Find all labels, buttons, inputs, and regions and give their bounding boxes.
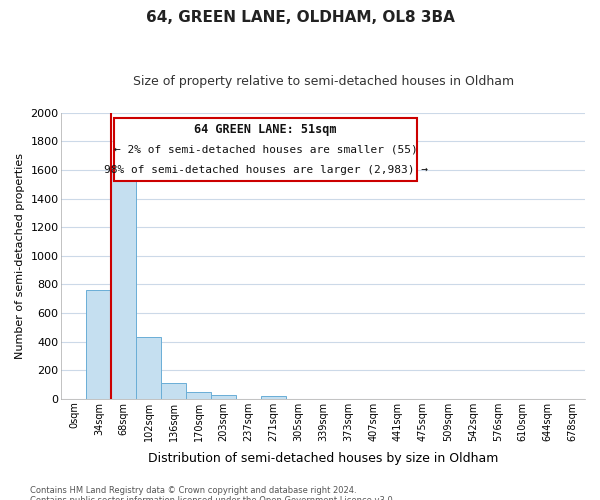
FancyBboxPatch shape xyxy=(114,118,418,182)
Bar xyxy=(112,166,136,398)
Text: 64, GREEN LANE, OLDHAM, OL8 3BA: 64, GREEN LANE, OLDHAM, OL8 3BA xyxy=(146,10,454,25)
Bar xyxy=(261,396,286,398)
Text: 64 GREEN LANE: 51sqm: 64 GREEN LANE: 51sqm xyxy=(194,124,337,136)
Bar xyxy=(161,383,186,398)
Text: 98% of semi-detached houses are larger (2,983) →: 98% of semi-detached houses are larger (… xyxy=(104,165,428,175)
X-axis label: Distribution of semi-detached houses by size in Oldham: Distribution of semi-detached houses by … xyxy=(148,452,499,465)
Y-axis label: Number of semi-detached properties: Number of semi-detached properties xyxy=(15,153,25,359)
Bar xyxy=(86,290,112,399)
Text: Contains HM Land Registry data © Crown copyright and database right 2024.: Contains HM Land Registry data © Crown c… xyxy=(30,486,356,495)
Text: Contains public sector information licensed under the Open Government Licence v3: Contains public sector information licen… xyxy=(30,496,395,500)
Bar xyxy=(211,395,236,398)
Title: Size of property relative to semi-detached houses in Oldham: Size of property relative to semi-detach… xyxy=(133,75,514,88)
Text: ← 2% of semi-detached houses are smaller (55): ← 2% of semi-detached houses are smaller… xyxy=(114,145,418,155)
Bar xyxy=(136,336,161,398)
Bar xyxy=(186,392,211,398)
